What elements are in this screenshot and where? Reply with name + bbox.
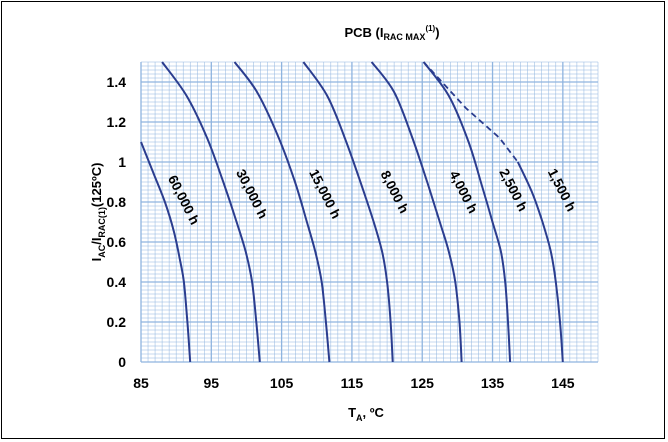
curve-8000h [302, 61, 394, 363]
chart-title: PCB (IRAC MAX(1)) [344, 24, 439, 42]
y-axis-title: IAC/IRAC(1)(125ºC) [89, 163, 107, 262]
x-tick-label: 135 [481, 375, 505, 391]
y-tick-label: 0 [118, 354, 126, 370]
y-tick-label: 0.6 [107, 234, 127, 250]
x-tick-label: 95 [204, 375, 220, 391]
x-tick-label: 105 [270, 375, 294, 391]
y-tick-label: 1 [118, 154, 126, 170]
curve-4000h [370, 61, 463, 363]
y-tick-label: 1.2 [107, 114, 127, 130]
y-tick-label: 0.4 [107, 274, 127, 290]
curve-30000h [161, 61, 261, 363]
y-tick-label: 1.4 [107, 74, 127, 90]
x-axis-title: TA, ºC [348, 405, 384, 423]
tick-labels: 85 95 105 115 125 135 145 0 0.2 0.4 0.6 0.8 1 1.2 1.4 [107, 74, 575, 391]
y-tick-label: 0.8 [107, 194, 127, 210]
curve-15000h [233, 61, 331, 363]
x-tick-label: 145 [551, 375, 575, 391]
y-tick-label: 0.2 [107, 314, 127, 330]
x-tick-label: 85 [133, 375, 149, 391]
x-tick-label: 125 [411, 375, 435, 391]
curve-2500h [422, 61, 512, 363]
curve-60000h [140, 141, 192, 363]
x-tick-label: 115 [341, 375, 364, 391]
curve-1500h [516, 161, 564, 363]
curves [140, 61, 564, 363]
limit-line-dashed [422, 61, 519, 163]
grid [140, 61, 599, 363]
